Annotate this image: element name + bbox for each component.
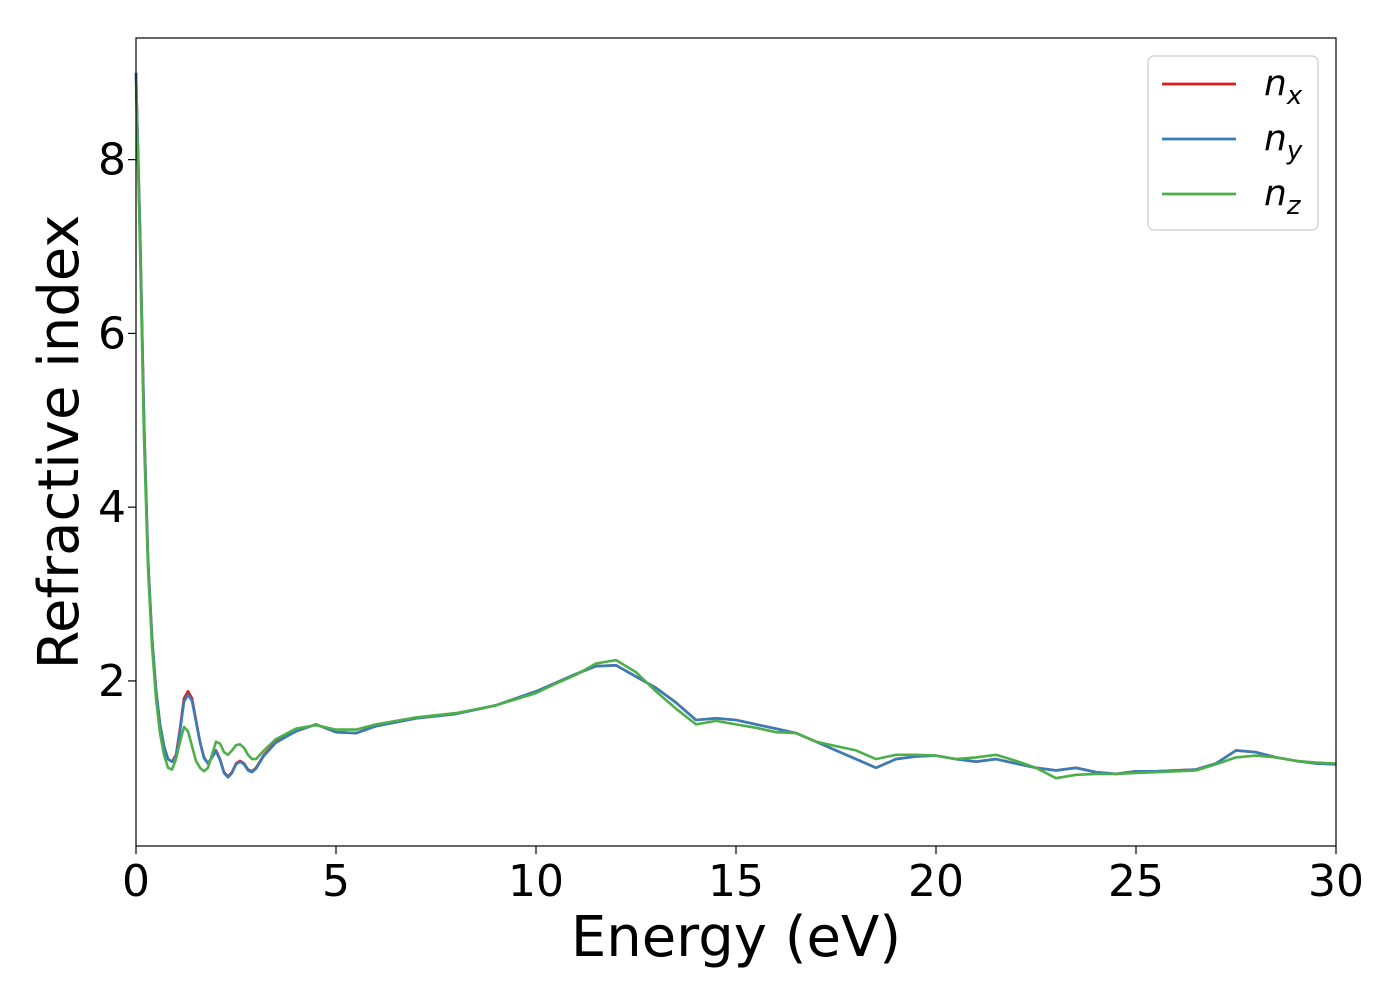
series-line-z bbox=[134, 81, 1337, 780]
legend-box bbox=[1147, 55, 1319, 231]
x-tick-label: 30 bbox=[1308, 856, 1364, 907]
x-tick-label: 10 bbox=[508, 856, 564, 907]
y-tick-label: 4 bbox=[98, 482, 126, 533]
legend-label-x: nx bbox=[1264, 63, 1303, 111]
x-tick-label: 0 bbox=[122, 856, 150, 907]
series-layer bbox=[134, 72, 1337, 780]
y-tick-label: 8 bbox=[98, 135, 126, 186]
y-tick-label: 6 bbox=[98, 308, 126, 359]
legend: nx ny nz bbox=[1147, 55, 1319, 231]
x-axis-label: Energy (eV) bbox=[571, 905, 901, 970]
x-axis-ticks: 0 5 10 15 20 25 30 bbox=[122, 846, 1364, 907]
y-tick-label: 2 bbox=[98, 656, 126, 707]
y-axis-label: Refractive index bbox=[27, 215, 92, 670]
x-tick-label: 25 bbox=[1108, 856, 1164, 907]
y-axis-ticks: 2 4 6 8 bbox=[98, 135, 136, 707]
legend-label-y: ny bbox=[1264, 118, 1303, 166]
x-tick-label: 15 bbox=[708, 856, 764, 907]
x-tick-label: 5 bbox=[322, 856, 350, 907]
legend-label-z: nz bbox=[1264, 173, 1302, 221]
x-tick-label: 20 bbox=[908, 856, 964, 907]
